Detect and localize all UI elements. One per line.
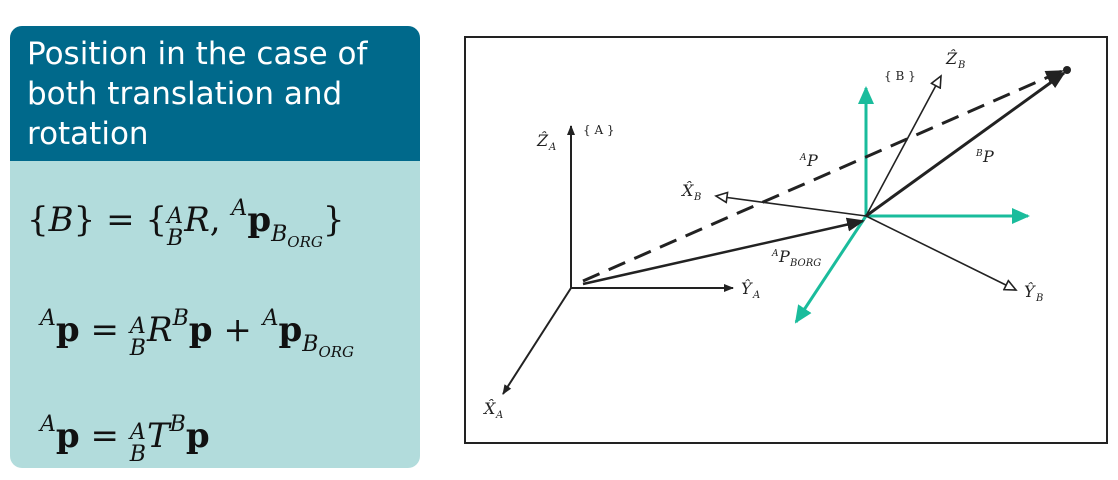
svg-text:B: B [957, 60, 965, 71]
svg-text:A: A [495, 410, 503, 421]
svg-text:Ẑ: Ẑ [536, 130, 549, 150]
frame-b-teal-axes [794, 86, 1030, 324]
y-a-label: Ŷ A [741, 278, 760, 301]
svg-text:X̂: X̂ [482, 399, 496, 418]
svg-text:A: A [771, 249, 779, 259]
equation-position-transform: Ap = A B RBp + ApBORG [40, 306, 355, 361]
x-a-axis [502, 287, 572, 395]
theorem-block: Position in the case of both translation… [10, 26, 420, 468]
title-line-1: Position in the case of [27, 36, 368, 72]
equation-frame-definition: {B} = {A B R, ApBORG} [27, 196, 345, 251]
svg-text:Ẑ: Ẑ [945, 48, 958, 68]
vector-b-p [865, 71, 1066, 218]
a-p-label: A P [799, 151, 818, 170]
frame-a-label: { A } [583, 123, 615, 137]
equation-homogeneous-transform: Ap = A B TBp [40, 412, 210, 467]
svg-text:P: P [982, 147, 994, 166]
svg-text:Ŷ: Ŷ [741, 278, 753, 298]
point-p [1063, 66, 1071, 74]
svg-text:P: P [806, 151, 818, 170]
y-b-axis [865, 215, 1016, 290]
svg-text:P: P [778, 247, 790, 266]
title-line-2: both translation and [27, 76, 343, 112]
frame-b-axes [716, 76, 1016, 290]
block-title: Position in the case of both translation… [10, 26, 420, 161]
y-b-label: Ŷ B [1024, 281, 1043, 304]
svg-text:B: B [975, 149, 983, 159]
svg-text:B: B [693, 192, 701, 203]
vector-a-p-dashed [582, 69, 1064, 283]
svg-text:Ŷ: Ŷ [1024, 281, 1036, 301]
svg-text:BORG: BORG [789, 258, 821, 269]
teal-x-axis [794, 215, 868, 324]
x-b-axis [716, 196, 867, 217]
svg-text:A: A [799, 153, 807, 163]
svg-text:B: B [1035, 293, 1043, 304]
svg-text:X̂: X̂ [680, 181, 694, 200]
z-b-axis [865, 76, 941, 217]
z-a-label: Ẑ A [536, 130, 556, 153]
z-b-label: Ẑ B [945, 48, 965, 71]
a-p-borg-label: A P BORG [771, 247, 821, 269]
title-line-3: rotation [27, 116, 149, 152]
svg-text:A: A [752, 290, 760, 301]
b-p-label: B P [975, 147, 994, 166]
vector-a-p-borg [582, 217, 865, 286]
frame-b-label: { B } [884, 69, 916, 83]
x-b-label: X̂ B [680, 181, 701, 203]
x-a-label: X̂ A [482, 399, 503, 421]
svg-text:A: A [548, 142, 556, 153]
frame-a-axes [502, 125, 734, 395]
